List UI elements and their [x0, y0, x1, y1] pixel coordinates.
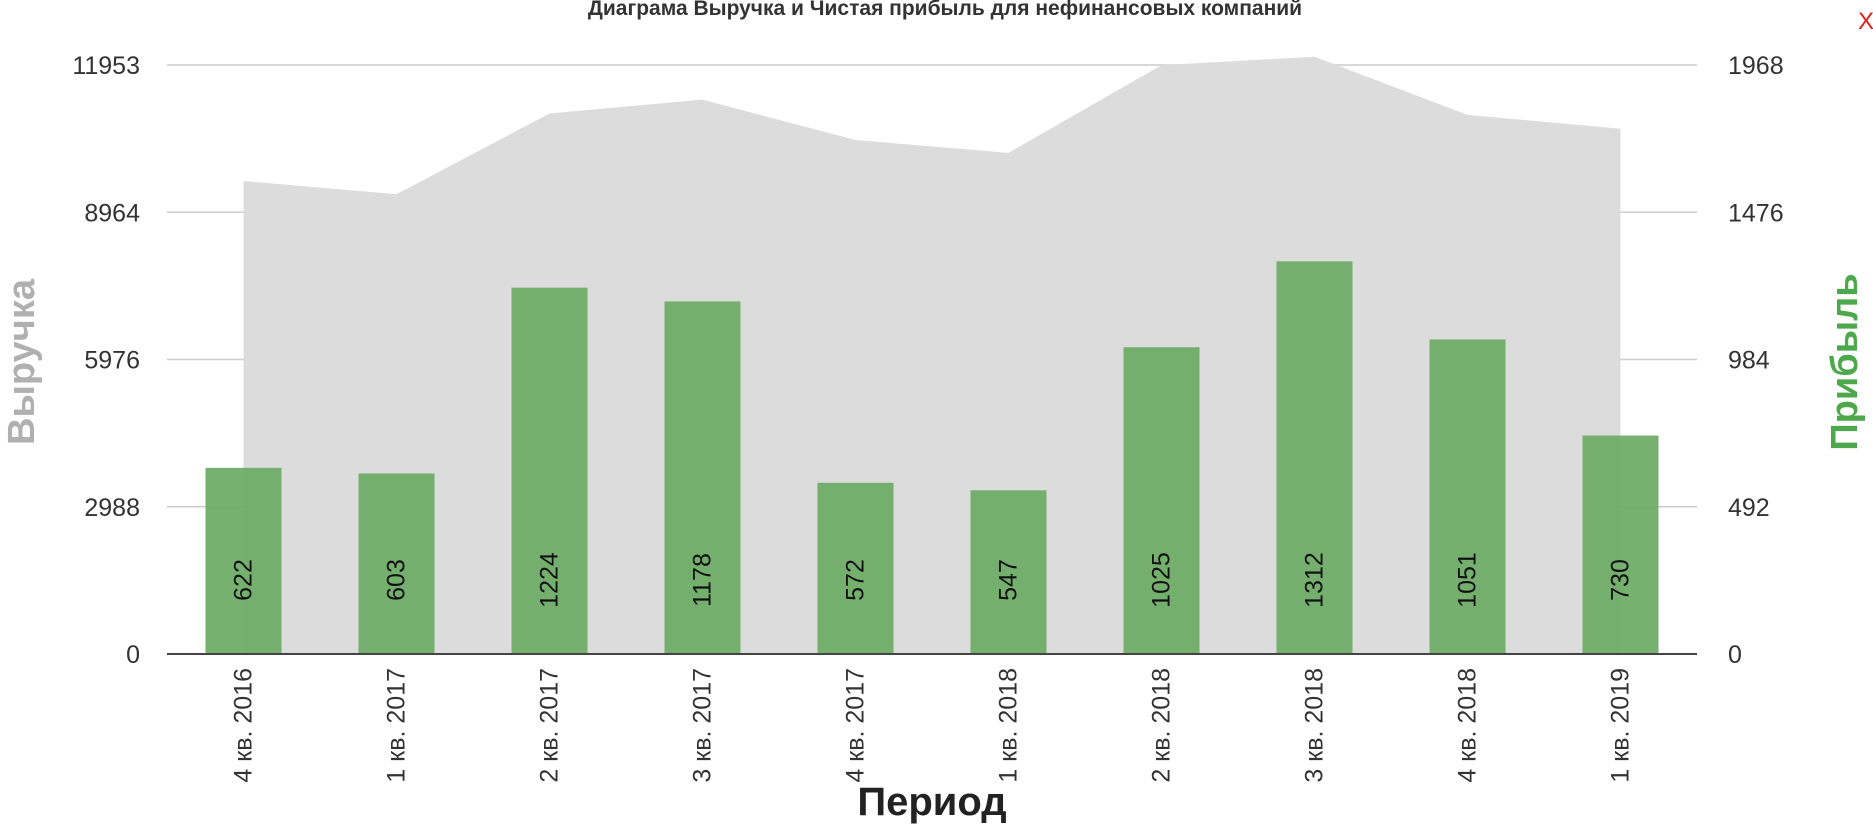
x-axis-category-label: 2 кв. 2018 [1148, 668, 1176, 783]
left-axis-tick-label: 11953 [72, 52, 140, 80]
profit-bar-value-label: 622 [230, 559, 258, 601]
revenue-area [243, 56, 1621, 654]
revenue-area-layer [243, 56, 1621, 654]
profit-bar-value-label: 1178 [689, 553, 717, 607]
close-button[interactable]: X [1858, 8, 1873, 35]
profit-bar [205, 467, 282, 654]
x-axis-category-label: 1 кв. 2018 [995, 668, 1023, 783]
x-axis-title: Период [857, 780, 1006, 824]
profit-bar-value-label: 1025 [1148, 552, 1176, 608]
right-axis-tick-label: 1968 [1728, 52, 1784, 80]
profit-bar-layer [205, 261, 1659, 654]
profit-bar [664, 301, 741, 654]
x-axis-category-label: 3 кв. 2017 [689, 668, 717, 783]
right-axis-tick-label: 0 [1728, 641, 1742, 669]
label-layer: 0 0 2988 492 5976 984 8964 1476 11953 1968 622 603 1… [1, 52, 1866, 824]
x-axis-category-label: 4 кв. 2016 [230, 668, 258, 783]
right-axis-tick-label: 984 [1728, 347, 1770, 375]
profit-bar [358, 473, 435, 654]
profit-bar-value-label: 1224 [536, 552, 564, 608]
right-axis-tick-label: 1476 [1728, 199, 1784, 227]
profit-bar [1276, 261, 1353, 654]
x-axis-category-label: 4 кв. 2017 [842, 668, 870, 783]
profit-bar-value-label: 547 [995, 559, 1023, 601]
right-axis-tick-label: 492 [1728, 494, 1770, 522]
profit-bar [1429, 339, 1506, 654]
left-axis-tick-label: 2988 [84, 494, 140, 522]
profit-bar-value-label: 1312 [1301, 552, 1329, 608]
profit-bar [817, 482, 894, 654]
profit-bar-value-label: 730 [1607, 559, 1635, 601]
left-axis-tick-label: 0 [126, 641, 140, 669]
profit-bar [1123, 347, 1200, 654]
x-axis-category-label: 3 кв. 2018 [1301, 668, 1329, 783]
profit-bar [970, 490, 1047, 654]
right-axis-title: Прибыль [1824, 273, 1866, 450]
left-axis-tick-label: 8964 [84, 199, 140, 227]
profit-bar-value-label: 603 [383, 559, 411, 601]
left-axis-title: Выручка [1, 278, 43, 445]
left-axis-tick-label: 5976 [84, 347, 140, 375]
profit-bar [511, 287, 588, 654]
x-axis-category-label: 4 кв. 2018 [1454, 668, 1482, 783]
x-axis-category-label: 1 кв. 2017 [383, 668, 411, 783]
profit-bar-value-label: 572 [842, 559, 870, 601]
x-axis-category-label: 2 кв. 2017 [536, 668, 564, 783]
chart-title: Диаграма Выручка и Чистая прибыль для не… [587, 0, 1303, 20]
x-axis-category-label: 1 кв. 2019 [1607, 668, 1635, 783]
profit-bar-value-label: 1051 [1454, 552, 1482, 608]
profit-bar [1582, 435, 1659, 654]
